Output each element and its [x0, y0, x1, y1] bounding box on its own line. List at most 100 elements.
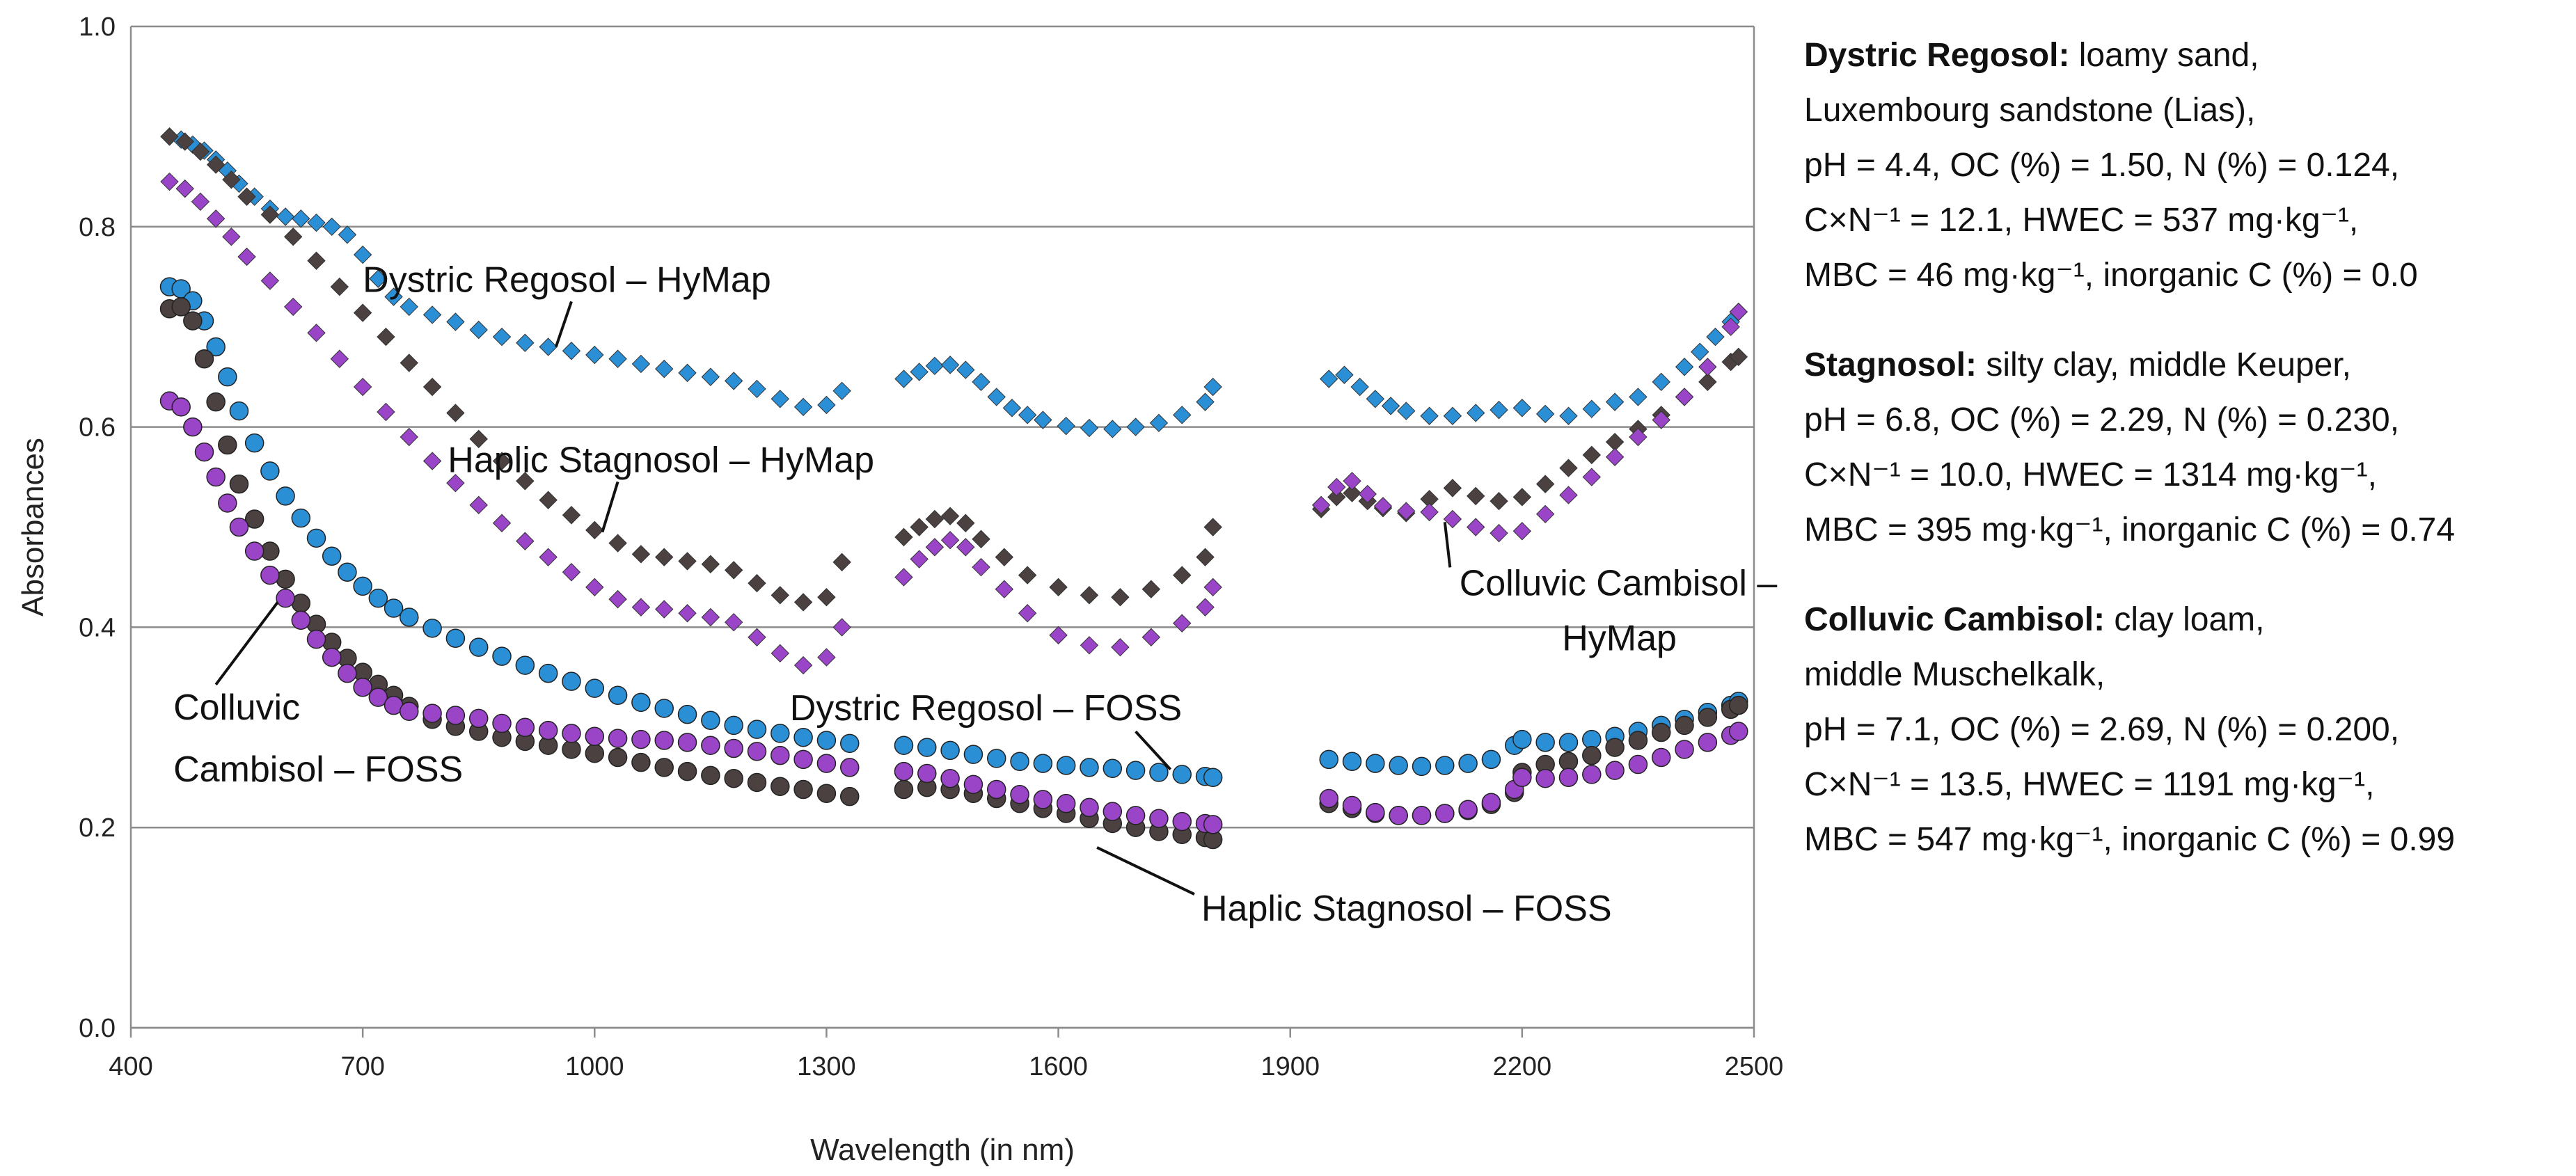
data-point: [283, 297, 303, 317]
data-point: [1366, 390, 1385, 408]
data-point: [832, 381, 851, 401]
data-point: [956, 538, 975, 557]
data-point: [1149, 809, 1169, 828]
data-point: [724, 715, 743, 736]
data-point: [191, 142, 210, 161]
data-point: [260, 461, 280, 481]
data-point: [1173, 614, 1192, 633]
data-point: [194, 349, 214, 369]
data-point: [1049, 626, 1068, 645]
data-point: [1049, 578, 1068, 597]
data-point: [1327, 488, 1346, 507]
data-point: [322, 647, 342, 667]
data-point: [400, 427, 418, 447]
data-point: [1652, 411, 1670, 429]
data-point: [631, 692, 651, 713]
data-point: [1018, 604, 1037, 623]
data-point: [1651, 747, 1671, 768]
data-point: [986, 779, 1006, 800]
tick-labels: 0.0 0.2 0.4 0.6 0.8 1.0 400 700 1000 1300 1600 1900…: [79, 13, 1783, 1081]
data-point: [1018, 406, 1037, 424]
data-point: [1675, 358, 1694, 376]
data-point: [446, 473, 465, 493]
data-point: [1512, 399, 1532, 418]
data-point: [1652, 372, 1670, 392]
series-annotation: Haplic Stagnosol – FOSS: [1201, 889, 1612, 929]
data-point: [1535, 475, 1555, 493]
annotation-leader: [601, 481, 619, 533]
data-point: [538, 663, 558, 683]
annotation-leader: [214, 601, 279, 685]
data-point: [585, 345, 604, 365]
series-annotation: Colluvic: [173, 688, 300, 728]
data-point: [1196, 598, 1215, 617]
data-point: [972, 530, 990, 548]
series-5: [159, 391, 1748, 834]
data-point: [747, 720, 767, 739]
y-tick-label: 0.4: [79, 613, 116, 642]
data-point: [353, 576, 372, 596]
data-point: [1327, 477, 1346, 497]
data-point: [183, 417, 203, 437]
data-point: [793, 749, 813, 770]
data-point: [817, 648, 836, 667]
data-point: [1397, 502, 1416, 521]
data-point: [1343, 472, 1361, 491]
data-point: [260, 271, 280, 290]
data-point: [338, 562, 357, 582]
data-point: [218, 435, 237, 455]
annotation-leader: [1135, 730, 1172, 771]
data-point: [1033, 790, 1053, 809]
data-point: [1729, 302, 1748, 321]
data-point: [1319, 749, 1338, 770]
soil-line: C×N⁻¹ = 10.0, HWEC = 1314 mg·kg⁻¹,: [1804, 456, 2377, 493]
data-point: [1490, 523, 1508, 543]
data-point: [701, 555, 720, 573]
data-point: [237, 187, 256, 206]
annotation-leader: [1096, 846, 1195, 896]
data-point: [940, 768, 960, 788]
data-point: [1149, 763, 1169, 782]
data-point: [1435, 804, 1455, 823]
data-point: [206, 392, 226, 412]
data-point: [1149, 413, 1169, 433]
data-point: [1512, 768, 1532, 787]
data-point: [956, 514, 975, 532]
data-point: [515, 717, 535, 738]
data-point: [771, 390, 790, 408]
data-point: [229, 517, 249, 537]
data-point: [307, 251, 326, 270]
data-point: [1729, 722, 1748, 741]
data-point: [1675, 740, 1694, 759]
data-point: [910, 363, 929, 381]
data-point: [1203, 518, 1222, 537]
data-point: [995, 580, 1014, 598]
data-point: [1335, 365, 1354, 384]
data-point: [585, 743, 605, 763]
data-point: [1458, 800, 1478, 820]
data-point: [218, 367, 237, 387]
data-point: [771, 586, 790, 605]
data-point: [562, 672, 581, 691]
data-point: [1535, 768, 1555, 788]
data-point: [469, 320, 488, 340]
data-point: [894, 370, 913, 388]
data-point: [538, 720, 558, 740]
data-point: [1675, 388, 1694, 406]
data-point: [291, 610, 311, 630]
data-point: [422, 619, 442, 638]
data-point: [1481, 749, 1501, 770]
data-point: [1342, 795, 1362, 816]
data-point: [631, 729, 651, 749]
data-point: [747, 742, 767, 761]
data-point: [1172, 811, 1192, 832]
soil-name: Stagnosol:: [1804, 347, 1977, 383]
data-point: [306, 528, 326, 548]
data-point: [183, 311, 203, 331]
soil-text: loamy sand,: [2078, 37, 2259, 74]
data-point: [963, 745, 983, 764]
data-point: [1173, 566, 1192, 585]
data-point: [191, 192, 210, 212]
data-point: [307, 213, 326, 232]
data-point: [816, 754, 837, 773]
